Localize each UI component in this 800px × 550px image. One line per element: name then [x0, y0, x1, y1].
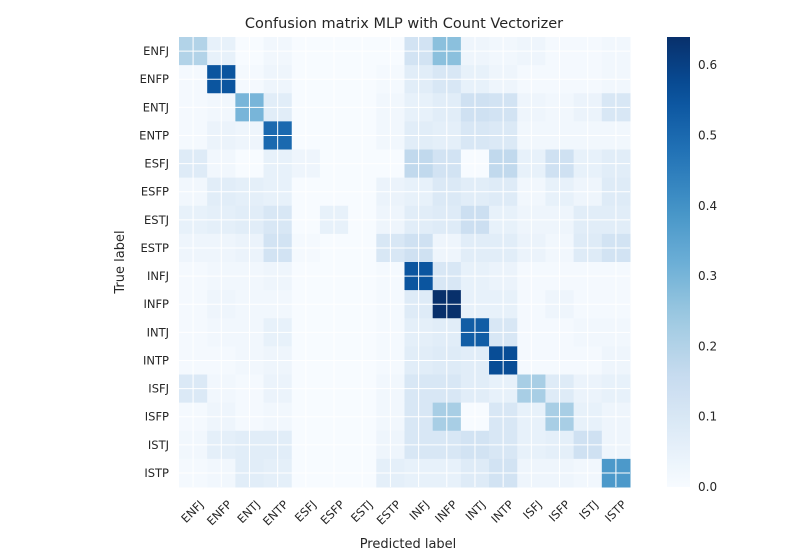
heatmap-grid: [179, 37, 631, 488]
colorbar-tick-label: 0.0: [698, 480, 717, 494]
y-tick-label: ENTP: [139, 128, 169, 142]
y-tick-label: INFP: [143, 297, 169, 311]
x-tick-label: INTJ: [463, 497, 489, 523]
heatmap-gridlines: [179, 37, 630, 487]
x-tick-label: ESFJ: [292, 497, 319, 524]
x-tick-label: ISFP: [546, 497, 573, 524]
y-tick-label: ISTP: [144, 466, 169, 480]
x-axis-label: Predicted label: [360, 537, 457, 550]
y-tick-label: ESFJ: [144, 157, 169, 171]
x-tick-label: ENTJ: [234, 497, 262, 525]
colorbar-tick-label: 0.4: [698, 199, 717, 213]
colorbar-tick-label: 0.2: [698, 339, 717, 353]
chart-title: Confusion matrix MLP with Count Vectoriz…: [245, 16, 563, 32]
colorbar-tick-label: 0.3: [698, 269, 717, 283]
y-tick-label: INFJ: [147, 269, 169, 283]
y-axis-tick-labels: ENFJ ENFP ENTJ ENTP ESFJ ESFP ESTJ ESTP INFJ INFP…: [139, 44, 169, 480]
y-tick-label: ESFP: [141, 185, 169, 199]
colorbar-tick-label: 0.5: [698, 128, 717, 142]
x-tick-label: INTP: [488, 497, 516, 525]
y-tick-label: ENTJ: [143, 100, 169, 114]
x-tick-label: ISFJ: [520, 497, 545, 522]
y-tick-label: ISTJ: [148, 438, 169, 452]
colorbar-tick-label: 0.1: [698, 410, 717, 424]
x-tick-label: ENTP: [260, 497, 291, 528]
x-tick-label: INFP: [432, 497, 460, 525]
y-tick-label: ISFP: [145, 410, 169, 424]
y-tick-label: ESTP: [140, 241, 169, 255]
y-tick-label: ENFP: [140, 72, 169, 86]
x-tick-label: ESFP: [318, 497, 348, 527]
y-tick-label: ENFJ: [143, 44, 169, 58]
x-tick-label: ISTJ: [576, 497, 601, 522]
x-tick-label: ISTP: [602, 497, 629, 524]
x-tick-label: ESTJ: [348, 497, 376, 525]
colorbar-tick-label: 0.6: [698, 58, 717, 72]
y-axis-label: True label: [113, 230, 128, 294]
y-tick-label: INTP: [143, 353, 169, 367]
y-tick-label: INTJ: [147, 325, 169, 339]
x-tick-label: ENFP: [204, 497, 235, 528]
y-tick-label: ESTJ: [144, 213, 169, 227]
colorbar-tick-labels: 0.0 0.1 0.2 0.3 0.4 0.5 0.6: [698, 58, 717, 494]
x-tick-label: ENFJ: [178, 497, 206, 525]
colorbar: [667, 37, 690, 487]
x-tick-label: INFJ: [406, 497, 431, 522]
y-tick-label: ISFJ: [148, 382, 169, 396]
x-tick-label: ESTP: [374, 497, 404, 527]
